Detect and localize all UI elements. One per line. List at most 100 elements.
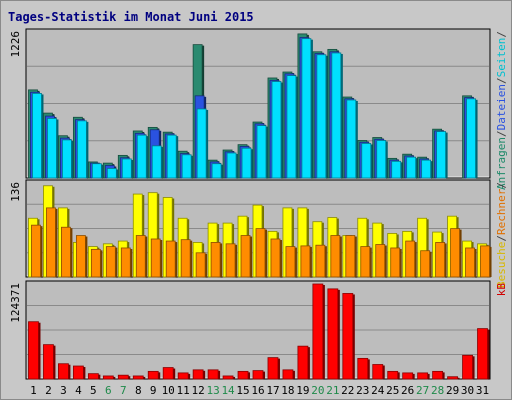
bar-seiten-day-5 <box>91 163 102 179</box>
bar-rechner-day-13 <box>210 242 221 278</box>
x-tick-label: 15 <box>236 384 249 397</box>
bar-kb-day-21 <box>327 288 339 380</box>
bar-seiten-day-24 <box>376 140 387 179</box>
x-tick-label: 29 <box>446 384 459 397</box>
bar-kb-day-15 <box>237 370 249 380</box>
bar-rechner-day-11 <box>180 239 191 278</box>
bar-seiten-day-18 <box>286 75 297 179</box>
x-tick-label: 3 <box>60 384 67 397</box>
bar-seiten-day-8 <box>136 134 147 179</box>
bar-seiten-day-13 <box>211 163 222 179</box>
bar-kb-day-12 <box>192 369 204 380</box>
bar-seiten-day-19 <box>301 38 312 179</box>
legend-entry: / <box>495 31 508 38</box>
bar-rechner-day-24 <box>375 244 386 278</box>
x-tick-label: 21 <box>326 384 339 397</box>
bar-seiten-day-27 <box>421 159 432 179</box>
bar-rechner-day-21 <box>330 235 341 278</box>
x-tick-label: 4 <box>75 384 82 397</box>
bar-rechner-day-28 <box>435 242 446 278</box>
x-tick-label: 12 <box>192 384 205 397</box>
bar-seiten-day-14 <box>226 152 237 179</box>
x-tick-label: 19 <box>296 384 309 397</box>
bar-seiten-day-3 <box>62 139 72 179</box>
bar-seiten-day-11 <box>181 154 192 179</box>
x-tick-label: 1 <box>30 384 37 397</box>
legend-entry: / <box>495 130 508 137</box>
x-tick-label: 8 <box>135 384 142 397</box>
bar-kb-day-13 <box>207 369 219 380</box>
x-tick-label: 10 <box>162 384 175 397</box>
x-tick-label: 23 <box>356 384 369 397</box>
bar-kb-day-29 <box>447 376 458 380</box>
bar-rechner-day-18 <box>285 246 296 278</box>
bar-kb-day-17 <box>267 357 279 380</box>
x-tick-label: 26 <box>401 384 414 397</box>
bar-seiten-day-25 <box>391 160 402 179</box>
bar-rechner-day-12 <box>195 252 206 278</box>
bar-rechner-day-26 <box>405 240 416 278</box>
bar-rechner-day-3 <box>61 226 71 278</box>
bar-kb-day-3 <box>58 363 69 380</box>
bar-rechner-day-10 <box>165 240 176 278</box>
x-tick-label: 31 <box>476 384 489 397</box>
bar-seiten-day-17 <box>271 81 282 179</box>
x-tick-label: 24 <box>371 384 385 397</box>
legend-entry: / <box>495 182 508 189</box>
bar-rechner-day-6 <box>105 246 116 278</box>
x-tick-label: 28 <box>431 384 444 397</box>
bar-seiten-day-15 <box>241 147 252 179</box>
x-tick-label: 14 <box>221 384 235 397</box>
bar-seiten-day-21 <box>331 52 342 179</box>
bar-kb-day-30 <box>462 354 473 380</box>
x-tick-label: 17 <box>266 384 279 397</box>
bar-rechner-day-7 <box>120 247 131 278</box>
bar-kb-day-4 <box>72 365 84 380</box>
x-tick-label: 6 <box>105 384 112 397</box>
bar-seiten-day-23 <box>361 143 372 179</box>
bar-seiten-day-7 <box>121 158 132 179</box>
bar-seiten-day-22 <box>346 99 357 179</box>
bar-rechner-day-4 <box>75 235 86 278</box>
bar-seiten-day-10 <box>166 134 177 179</box>
bar-rechner-day-22 <box>345 235 356 278</box>
x-tick-label: 2 <box>45 384 52 397</box>
bar-kb-day-18 <box>282 369 294 380</box>
bar-rechner-day-14 <box>225 243 236 278</box>
y-max-label: 136 <box>9 182 22 202</box>
bar-rechner-day-5 <box>90 248 101 278</box>
bar-seiten-day-4 <box>76 120 87 179</box>
bar-kb-day-28 <box>432 370 444 380</box>
bar-rechner-day-31 <box>480 245 490 278</box>
x-tick-label: 5 <box>90 384 97 397</box>
bar-rechner-day-15 <box>240 235 251 278</box>
legend-entry: / <box>495 77 508 84</box>
x-tick-label: 11 <box>177 384 190 397</box>
bar-kb-day-20 <box>312 283 324 380</box>
legend-middle: Besuche/Rechner/ <box>495 182 508 288</box>
bar-kb-day-24 <box>372 364 384 380</box>
legend-top: Anfragen/Dateien/Seiten/ <box>495 31 508 190</box>
bar-seiten-day-9 <box>151 145 162 179</box>
legend-entry: Besuche <box>495 242 508 288</box>
bar-kb-day-19 <box>297 345 309 380</box>
bar-rechner-day-19 <box>300 245 311 278</box>
bar-kb-day-31 <box>477 328 488 380</box>
bar-kb-day-25 <box>387 370 399 380</box>
chart-title: Tages-Statistik im Monat Juni 2015 <box>8 10 254 24</box>
bar-kb-day-26 <box>402 372 414 380</box>
bar-seiten-day-1 <box>32 93 42 179</box>
x-tick-label: 13 <box>206 384 219 397</box>
bar-kb-day-11 <box>177 372 189 380</box>
bar-kb-day-27 <box>417 372 429 380</box>
bar-rechner-day-9 <box>150 238 161 278</box>
x-tick-label: 25 <box>386 384 399 397</box>
x-tick-label: 9 <box>150 384 157 397</box>
legend-entry: Seiten <box>495 38 508 78</box>
bar-kb-day-9 <box>147 370 159 380</box>
bar-rechner-day-30 <box>465 247 475 278</box>
bar-rechner-day-2 <box>46 207 56 278</box>
legend-bottom: kB <box>495 283 508 297</box>
